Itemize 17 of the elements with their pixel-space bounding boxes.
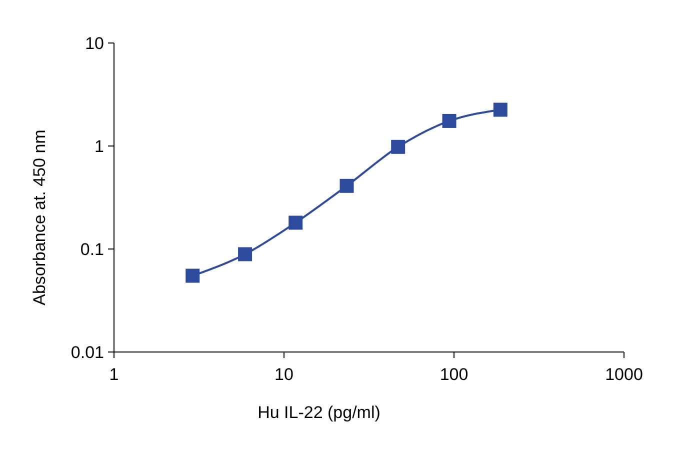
point — [493, 102, 508, 117]
x-tick-label: 1000 — [605, 365, 643, 384]
y-tick-label: 1 — [94, 136, 104, 156]
x-axis-title: Hu IL-22 (pg/ml) — [258, 403, 380, 422]
y-tick-label: 0.1 — [80, 240, 104, 259]
point — [442, 114, 456, 128]
y-axis-title: Absorbance at. 450 nm — [30, 130, 49, 306]
point — [340, 178, 354, 193]
x-tick-label: 10 — [274, 365, 294, 384]
point — [238, 247, 252, 262]
point — [391, 140, 406, 154]
x-tick-label: 1 — [109, 365, 119, 384]
point — [186, 268, 200, 283]
y-tick-label: 10 — [85, 34, 104, 53]
x-tick-label: 100 — [440, 365, 468, 384]
point — [288, 216, 303, 230]
y-tick-label: 0.01 — [70, 342, 104, 362]
